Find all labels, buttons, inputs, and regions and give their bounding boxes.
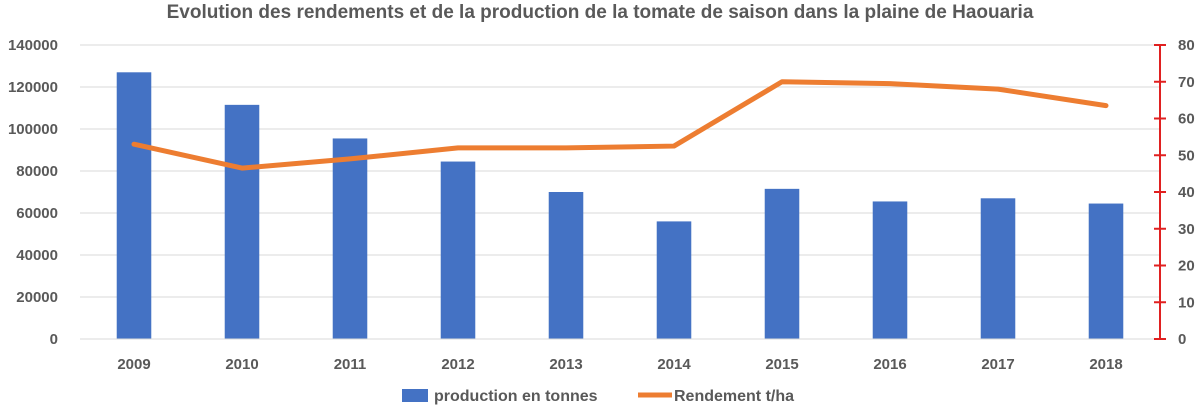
line-series <box>131 79 1109 171</box>
bar <box>440 161 476 339</box>
gridlines <box>80 44 1160 298</box>
x-tick-label: 2009 <box>117 356 150 373</box>
y-right-tick-label: 20 <box>1178 258 1195 275</box>
bar <box>764 188 800 339</box>
legend: production en tonnes Rendement t/ha <box>402 388 794 405</box>
y-right-tick-label: 80 <box>1178 37 1195 54</box>
axes <box>80 44 1166 340</box>
y-left-tick-label: 20000 <box>16 289 58 306</box>
y-right-tick-label: 60 <box>1178 111 1195 128</box>
bar-series <box>116 72 1124 340</box>
bar <box>548 192 584 339</box>
bar <box>656 221 692 339</box>
y-left-tick-label: 80000 <box>16 163 58 180</box>
legend-label-line: Rendement t/ha <box>674 388 794 405</box>
y-right-tick-label: 10 <box>1178 294 1195 311</box>
bar <box>224 104 260 339</box>
bar <box>116 72 152 340</box>
tick-labels: 0 20000 40000 60000 80000 100000 120000 140000 0… <box>8 37 1195 373</box>
y-right-tick-label: 50 <box>1178 147 1195 164</box>
x-tick-label: 2011 <box>334 356 367 373</box>
bar <box>332 138 368 339</box>
y-right-tick-label: 40 <box>1178 184 1195 201</box>
y-left-tick-label: 100000 <box>8 121 58 138</box>
y-left-tick-label: 120000 <box>8 79 58 96</box>
y-left-tick-label: 60000 <box>16 205 58 222</box>
x-tick-label: 2016 <box>873 356 906 373</box>
y-left-tick-label: 0 <box>50 331 58 348</box>
legend-label-bar: production en tonnes <box>434 388 598 405</box>
y-right-tick-label: 30 <box>1178 221 1195 238</box>
legend-swatch-bar <box>402 389 428 402</box>
chart-title: Evolution des rendements et de la produc… <box>166 2 1034 23</box>
y-right-tick-label: 70 <box>1178 74 1195 91</box>
line-rendement <box>131 79 1109 171</box>
x-tick-label: 2010 <box>225 356 258 373</box>
bar <box>872 201 908 339</box>
x-tick-label: 2013 <box>549 356 582 373</box>
x-tick-label: 2018 <box>1089 356 1122 373</box>
x-tick-label: 2014 <box>657 356 691 373</box>
x-tick-label: 2015 <box>765 356 798 373</box>
x-tick-label: 2012 <box>441 356 474 373</box>
x-tick-label: 2017 <box>981 356 1014 373</box>
bar <box>980 198 1016 339</box>
y-left-tick-label: 140000 <box>8 37 58 54</box>
y-left-tick-label: 40000 <box>16 247 58 264</box>
bar <box>1088 203 1124 339</box>
y-right-tick-label: 0 <box>1178 331 1186 348</box>
